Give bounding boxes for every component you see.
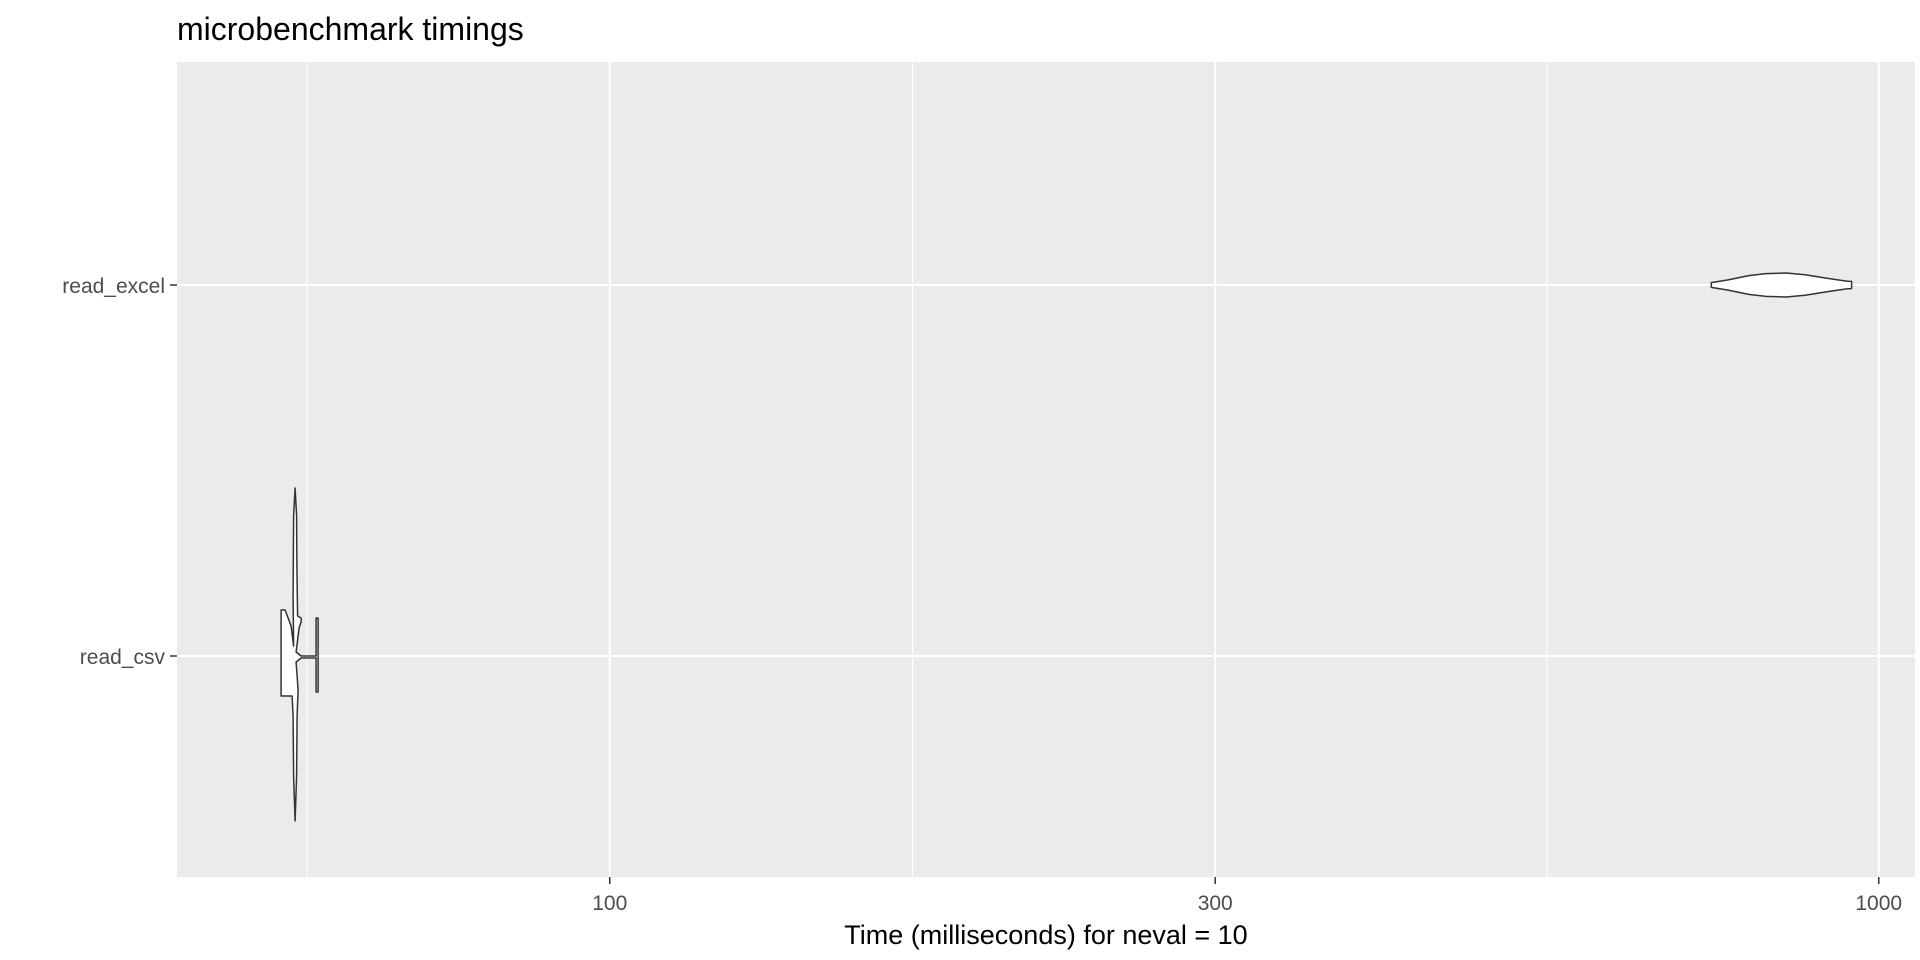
violin-read-excel bbox=[1710, 272, 1853, 298]
violin-read-csv bbox=[280, 487, 319, 822]
y-tick-label: read_excel bbox=[62, 275, 165, 298]
x-tick-label: 100 bbox=[592, 892, 627, 915]
x-tick-label: 300 bbox=[1198, 892, 1233, 915]
y-axis: read_excel read_csv bbox=[62, 275, 177, 669]
x-axis: 100 300 1000 bbox=[592, 877, 1902, 915]
violins bbox=[280, 272, 1853, 822]
plot-panel bbox=[177, 62, 1915, 877]
x-axis-title: Time (milliseconds) for neval = 10 bbox=[844, 920, 1247, 950]
x-tick-label: 1000 bbox=[1855, 892, 1902, 915]
grid-lines bbox=[177, 62, 1915, 877]
chart-title: microbenchmark timings bbox=[177, 11, 524, 47]
y-tick-label: read_csv bbox=[80, 646, 166, 669]
